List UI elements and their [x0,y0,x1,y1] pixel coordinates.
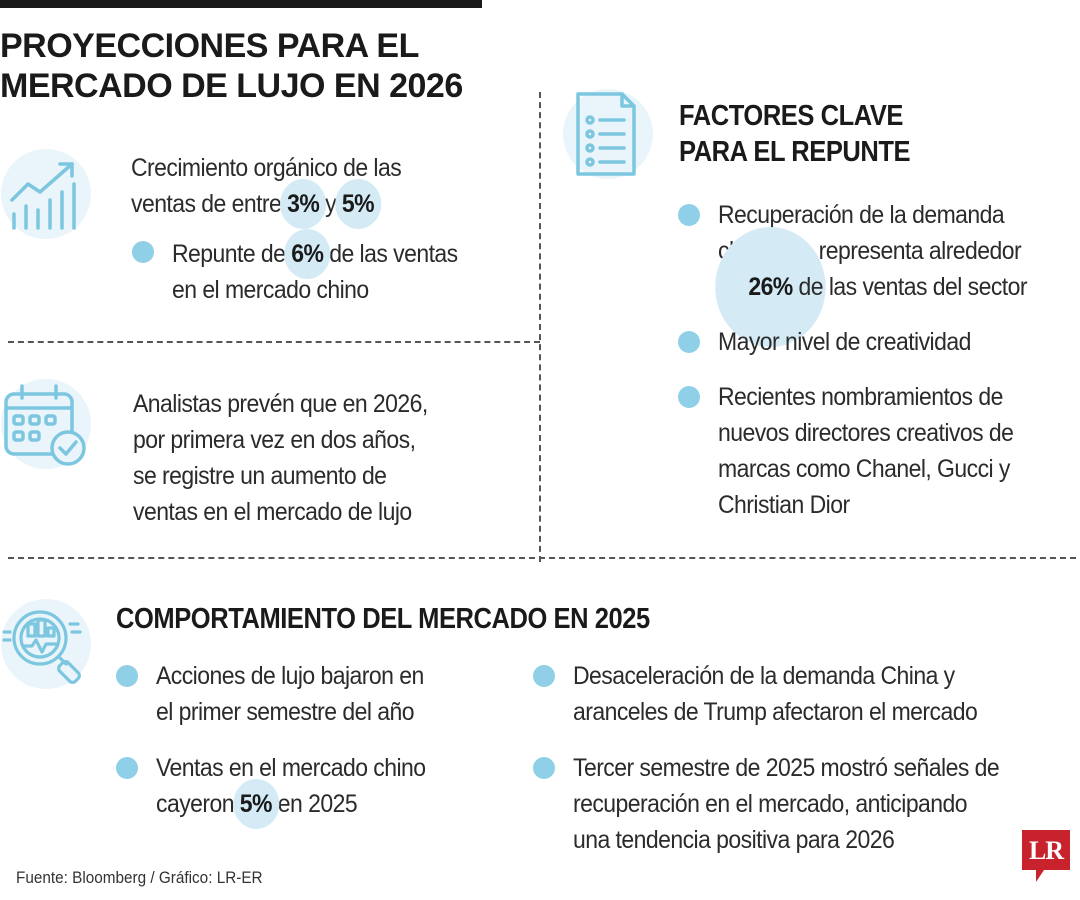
market-left-item-2-value-highlight: 5% [232,779,279,829]
factor-item-1-line-1: Recuperación de la demanda [718,201,1005,229]
title-line-2: MERCADO DE LUJO EN 2026 [0,67,463,105]
growth-bullet-text: Repunte de 6% de las ventas en el mercad… [172,229,485,308]
factor-item-3-line-2: nuevos directores creativos de [718,419,1014,447]
market-2025-heading: COMPORTAMIENTO DEL MERCADO EN 2025 [116,603,650,635]
factor-item-1-value: 26% [748,273,793,301]
bullet-dot [116,757,138,779]
growth-value-1-highlight: 3% [280,179,327,229]
market-right-item-2-line-2: recuperación en el mercado, anticipando [573,790,968,818]
growth-conj: y [319,190,342,218]
growth-value-2-highlight: 5% [334,179,381,229]
factor-item-1: Recuperación de la demanda china que rep… [715,197,1068,347]
market-left-item-2-pre: cayeron [156,790,240,818]
lr-logo-text: LR [1028,836,1064,865]
growth-value-1: 3% [287,190,320,218]
market-right-item-2-line-1: Tercer semestre de 2025 mostró señales d… [573,754,1000,782]
title-line-1: PROYECCIONES PARA EL [0,27,419,65]
market-analysis-magnifier-icon [0,598,92,690]
bullet-dot [678,204,700,226]
divider-full [8,557,1076,559]
market-left-item-2-line-2: cayeron 5% en 2025 [156,779,469,829]
bullet-dot [116,665,138,687]
market-right-item-1: Desaceleración de la demanda China y ara… [573,658,1015,730]
growth-bullet-line-2: en el mercado chino [172,276,369,304]
analysts-line-1: Analistas prevén que en 2026, [133,390,428,418]
market-left-item-1-line-2: el primer semestre del año [156,698,414,726]
market-right-item-2-line-3: una tendencia positiva para 2026 [573,826,895,854]
source-caption: Fuente: Bloomberg / Gráfico: LR-ER [16,868,263,887]
calendar-check-icon [0,378,92,470]
factor-item-3-line-3: marcas como Chanel, Gucci y [718,455,1010,483]
analysts-line-4: ventas en el mercado de lujo [133,498,412,526]
market-left-item-2: Ventas en el mercado chino cayeron 5% en… [156,750,469,829]
factor-item-1-value-highlight: 26% [715,227,827,347]
factors-heading: FACTORES CLAVE PARA EL REPUNTE [679,98,911,170]
factors-heading-line-1: FACTORES CLAVE [679,100,904,132]
top-accent-bar [0,0,482,8]
bullet-dot [533,757,555,779]
market-left-item-2-value: 5% [239,790,273,818]
growth-bullet-value-highlight: 6% [284,229,331,279]
market-left-item-1-line-1: Acciones de lujo bajaron en [156,662,424,690]
factor-item-3-line-4: Christian Dior [718,491,850,519]
bullet-dot [533,665,555,687]
market-left-item-2-line-1: Ventas en el mercado chino [156,754,426,782]
bullet-dot [132,241,154,263]
growth-bullet-post: de las ventas [323,240,458,268]
market-left-item-1: Acciones de lujo bajaron en el primer se… [156,658,469,730]
growth-bullet-line-1: Repunte de 6% de las ventas [172,229,485,279]
analysts-text: Analistas prevén que en 2026, por primer… [133,386,446,530]
factors-heading-line-2: PARA EL REPUNTE [679,136,911,168]
bullet-dot [678,386,700,408]
analysts-line-3: se registre un aumento de [133,462,387,490]
growth-line-2: ventas de entre 3% y 5% [131,179,444,229]
market-left-item-2-post: en 2025 [271,790,358,818]
factor-item-1-post: de las ventas del sector [792,273,1028,301]
lr-logo: LR [1022,830,1070,882]
bullet-dot [678,331,700,353]
page-title: PROYECCIONES PARA EL MERCADO DE LUJO EN … [0,26,463,106]
factor-item-3-line-1: Recientes nombramientos de [718,383,1003,411]
growth-bullet-value: 6% [291,240,324,268]
factor-item-3: Recientes nombramientos de nuevos direct… [718,379,1068,523]
growth-chart-icon [0,148,92,240]
market-right-item-2: Tercer semestre de 2025 mostró señales d… [573,750,1015,858]
factor-item-1-line-3: de 26% de las ventas del sector [715,227,1068,347]
vertical-divider [539,92,541,562]
growth-text: Crecimiento orgánico de las ventas de en… [131,150,444,229]
growth-bullet-pre: Repunte de [172,240,292,268]
growth-line-2-text: ventas de entre [131,190,288,218]
factor-item-2: Mayor nivel de creatividad [718,328,971,356]
market-right-item-1-line-2: aranceles de Trump afectaron el mercado [573,698,978,726]
checklist-document-icon [562,88,654,180]
analysts-line-2: por primera vez en dos años, [133,426,416,454]
growth-value-2: 5% [341,190,375,218]
market-right-item-1-line-1: Desaceleración de la demanda China y [573,662,955,690]
growth-line-1: Crecimiento orgánico de las [131,154,402,182]
divider-left-middle [8,341,540,343]
